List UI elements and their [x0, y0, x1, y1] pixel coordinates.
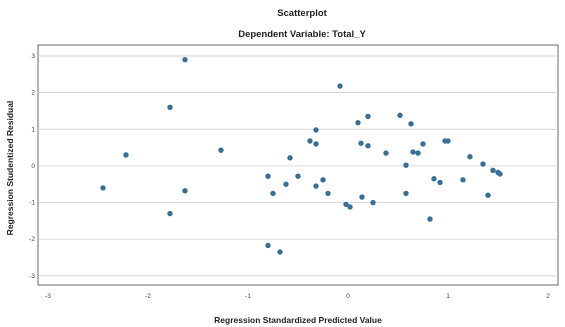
data-point — [218, 147, 224, 153]
data-point — [410, 149, 416, 155]
data-point — [313, 141, 319, 147]
data-point — [490, 167, 496, 174]
data-point — [355, 119, 361, 126]
data-point — [167, 210, 173, 217]
plot-area — [37, 44, 559, 286]
data-point — [365, 113, 371, 120]
data-point — [397, 112, 403, 119]
data-point — [287, 155, 293, 161]
tick-labels: 3 2 1 0 -1 -2 -3 -3 -2 -1 0 1 2 — [29, 53, 550, 300]
data-point — [313, 183, 319, 189]
data-point — [123, 152, 129, 158]
data-point — [295, 173, 301, 179]
data-point — [100, 185, 106, 191]
x-tick-label: 0 — [346, 293, 350, 300]
x-tick-label: 1 — [446, 293, 450, 300]
y-tick-label: -2 — [29, 236, 35, 243]
data-point — [365, 143, 371, 149]
chart-subtitle: Dependent Variable: Total_Y — [238, 29, 366, 40]
data-point — [497, 171, 503, 177]
data-point — [431, 176, 437, 182]
data-point — [370, 199, 376, 206]
gridlines — [38, 55, 558, 277]
data-point — [445, 138, 451, 144]
data-point — [485, 192, 491, 198]
data-point — [480, 161, 486, 167]
data-point — [427, 216, 433, 222]
y-tick-label: 0 — [31, 163, 35, 170]
data-point — [283, 181, 289, 187]
data-point — [277, 249, 283, 255]
data-point — [467, 154, 473, 160]
data-points — [100, 56, 503, 255]
y-tick-label: 1 — [31, 126, 35, 133]
data-point — [358, 140, 364, 146]
data-point — [182, 56, 188, 63]
x-tick-label: -3 — [45, 293, 51, 300]
data-point — [307, 138, 313, 144]
data-point — [343, 201, 349, 208]
x-tick-label: -1 — [245, 293, 251, 300]
data-point — [337, 83, 343, 89]
data-point — [460, 177, 466, 183]
data-point — [347, 204, 353, 210]
data-point — [167, 104, 173, 110]
data-point — [403, 162, 409, 168]
y-tick-label: 3 — [31, 53, 35, 60]
chart-title: Scatterplot — [277, 8, 327, 19]
data-point — [359, 194, 365, 200]
y-tick-label: 2 — [31, 90, 35, 97]
data-point — [265, 173, 271, 179]
data-point — [408, 121, 414, 127]
y-axis-label: Regression Studentized Residual — [5, 101, 15, 236]
y-tick-label: -1 — [29, 200, 35, 207]
data-point — [437, 179, 443, 186]
data-point — [182, 188, 188, 194]
data-point — [320, 177, 326, 183]
data-point — [383, 150, 389, 156]
x-axis-label: Regression Standardized Predicted Value — [214, 315, 382, 325]
data-point — [415, 150, 421, 156]
data-point — [313, 127, 319, 133]
y-tick-label: -3 — [29, 273, 35, 280]
x-tick-label: -2 — [145, 293, 151, 300]
data-point — [420, 141, 426, 147]
data-point — [403, 190, 409, 197]
data-point — [270, 190, 276, 197]
data-point — [265, 242, 271, 249]
data-point — [325, 190, 331, 197]
x-tick-label: 2 — [546, 293, 550, 300]
